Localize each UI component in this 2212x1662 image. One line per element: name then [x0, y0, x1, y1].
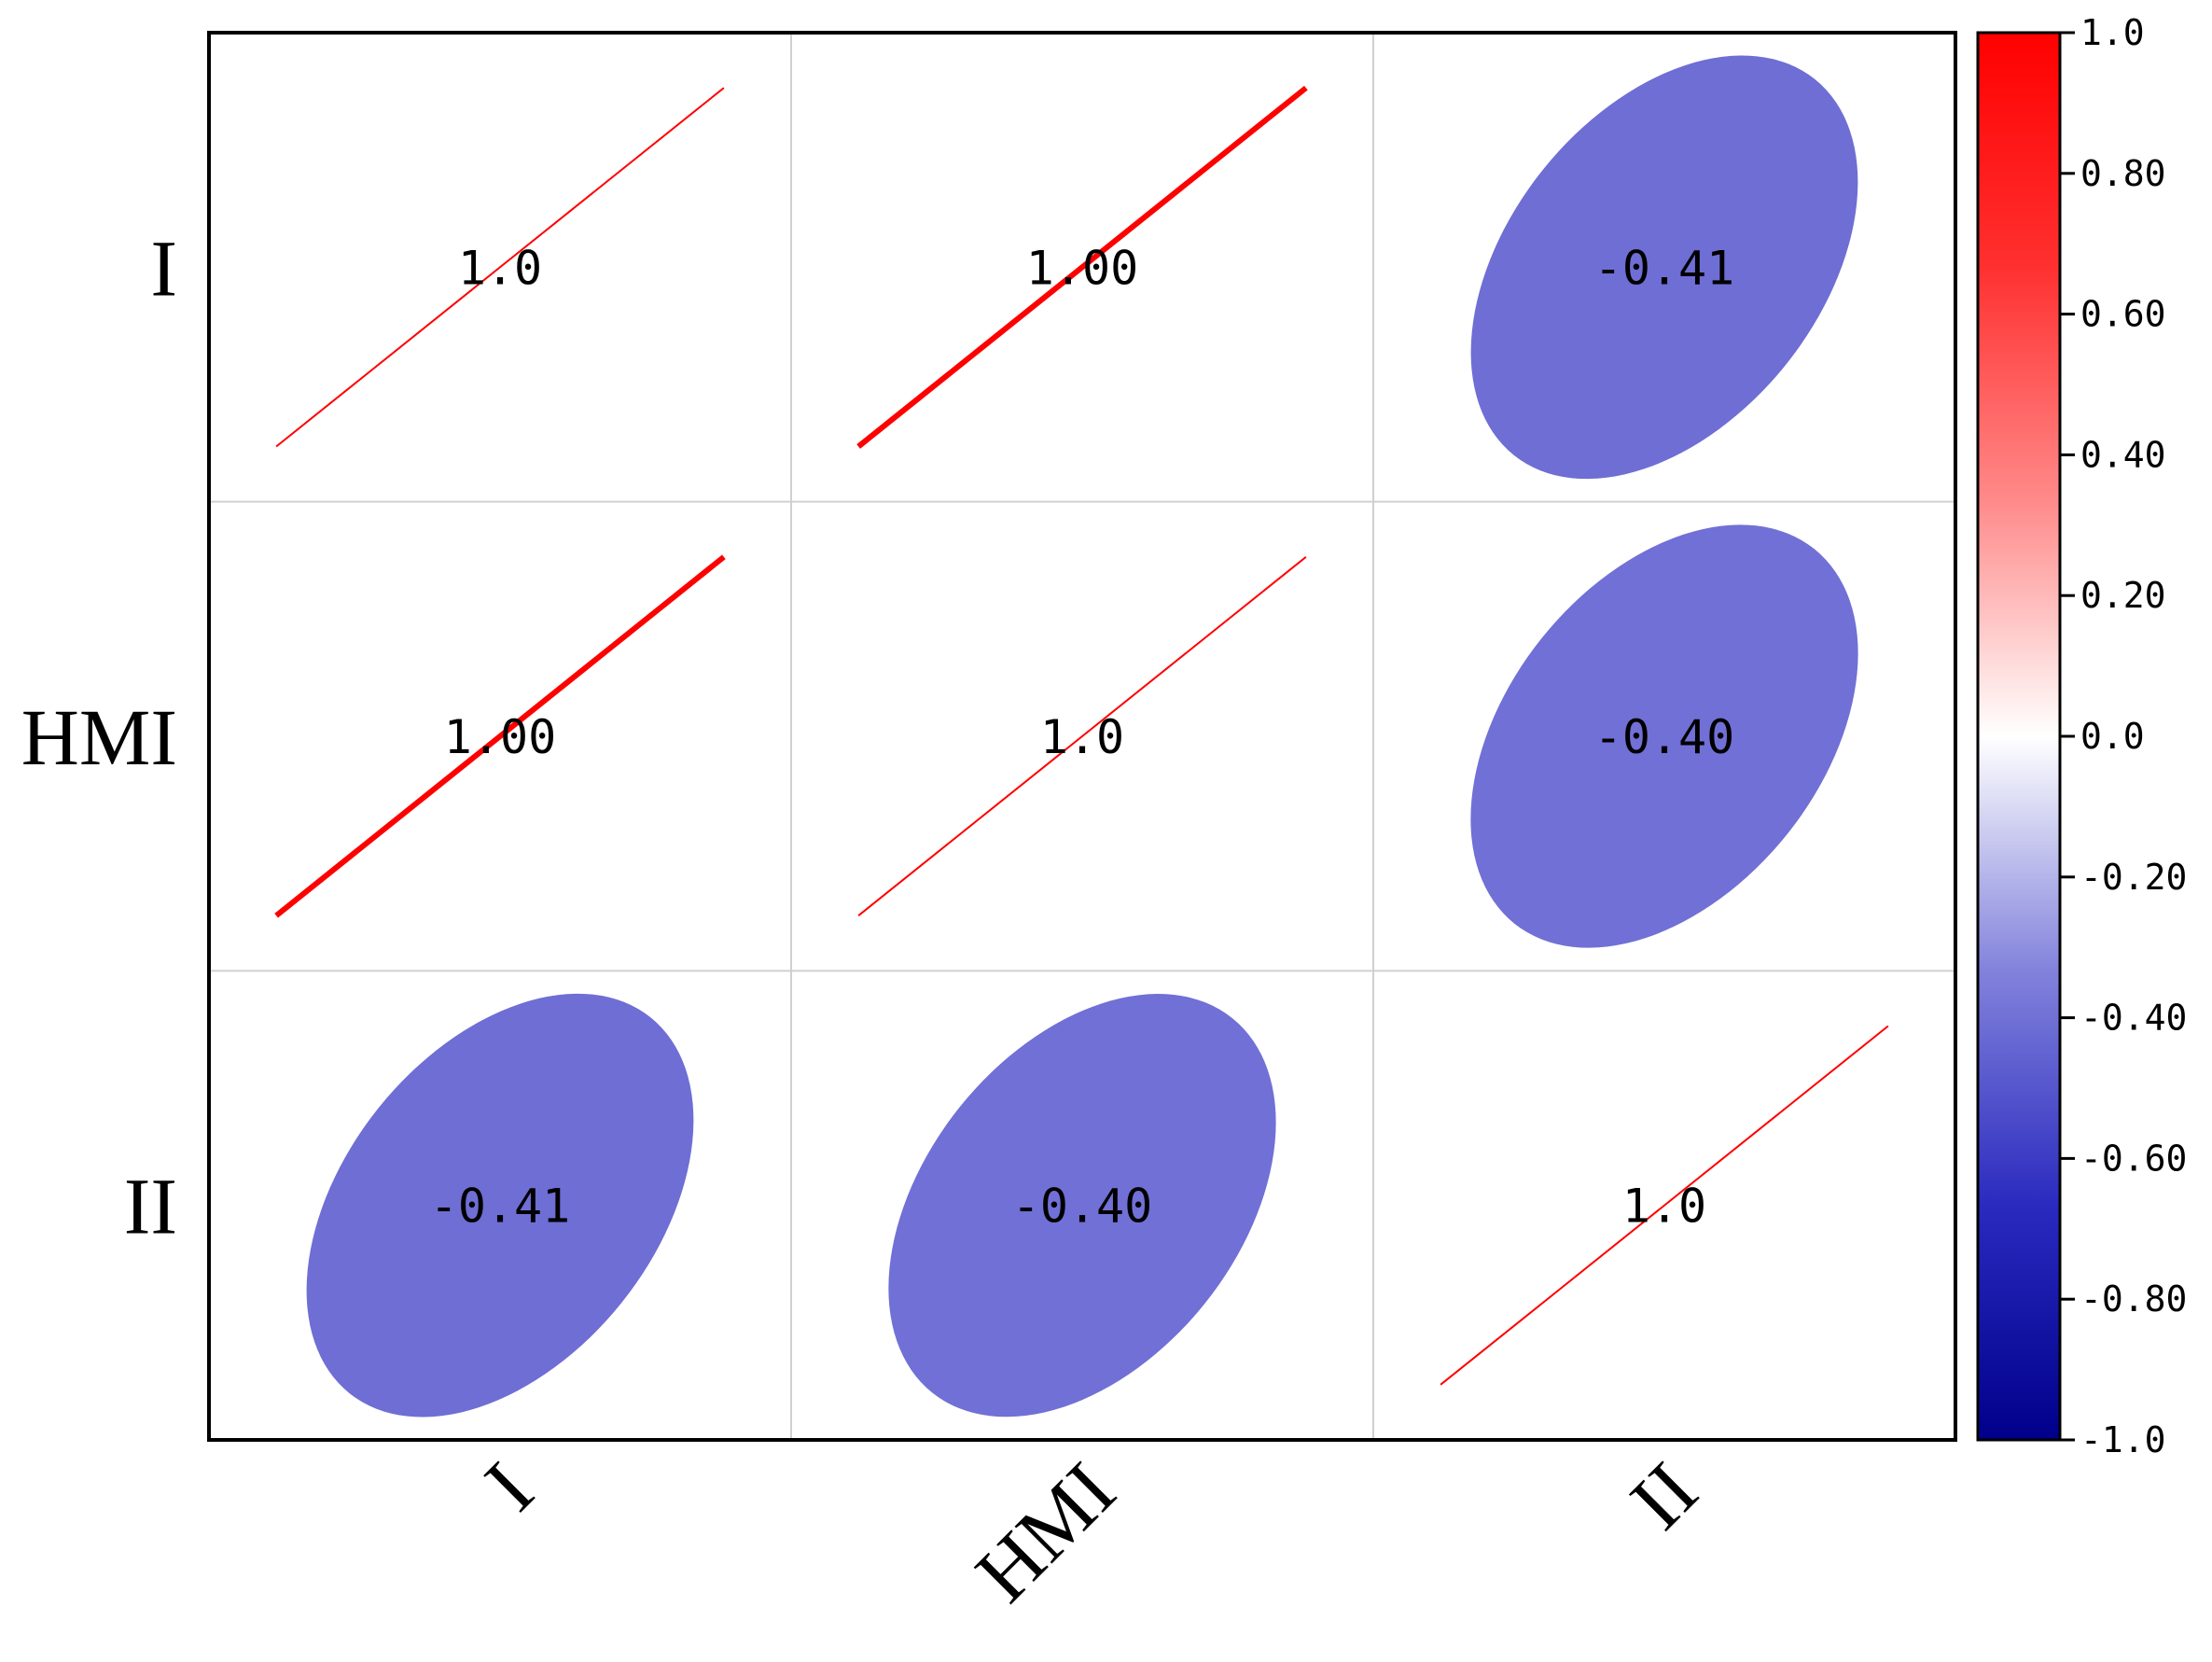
- column-labels: I HMI II: [467, 1446, 1714, 1619]
- correlation-ellipse: [1470, 55, 1858, 480]
- row-label-I: I: [150, 223, 177, 313]
- cell-I-HMI: 1.00: [856, 85, 1308, 449]
- colorbar-tick-label: -0.20: [2080, 857, 2187, 898]
- cell-I-I: 1.0: [275, 87, 725, 448]
- row-labels: I HMI II: [21, 223, 177, 1250]
- cell-value-label: 1.0: [1040, 710, 1124, 764]
- cell-value-label: 1.0: [1622, 1180, 1706, 1234]
- cell-value-label: -0.41: [1594, 241, 1735, 295]
- cell-II-HMI: -0.40: [888, 994, 1276, 1418]
- correlation-cells: 1.0 1.00 -0.41 1.00 1.0 -0.40 -0.41 -0.40 1.0: [274, 55, 1889, 1418]
- cell-value-label: 1.00: [444, 710, 556, 764]
- colorbar-tick-label: 0.80: [2080, 153, 2166, 194]
- column-label-I: I: [467, 1446, 550, 1528]
- colorbar-tick-label: -1.0: [2080, 1419, 2166, 1460]
- cell-value-label: 1.0: [458, 241, 542, 295]
- colorbar-tick-label: 0.40: [2080, 434, 2166, 475]
- cell-value-label: -0.40: [1012, 1180, 1153, 1234]
- cell-HMI-HMI: 1.0: [857, 556, 1307, 916]
- cell-value-label: -0.40: [1594, 710, 1735, 764]
- cell-II-II: 1.0: [1440, 1025, 1889, 1386]
- correlation-line: [1440, 1025, 1889, 1386]
- correlation-line: [275, 87, 725, 448]
- cell-value-label: 1.00: [1026, 241, 1138, 295]
- colorbar: 1.0 0.80 0.60 0.40 0.20 0.0 -0.20 -0.40 -0.60 -0.…: [1976, 12, 2187, 1460]
- column-label-HMI: HMI: [958, 1446, 1132, 1619]
- cell-HMI-I: 1.00: [274, 554, 726, 918]
- colorbar-tick-label: 0.20: [2080, 575, 2166, 616]
- correlation-ellipse: [888, 994, 1276, 1418]
- cell-HMI-II: -0.40: [1470, 524, 1858, 948]
- colorbar-tick-label: -0.80: [2080, 1278, 2187, 1320]
- colorbar-tick-label: -0.40: [2080, 998, 2187, 1039]
- row-label-HMI: HMI: [21, 692, 177, 782]
- colorbar-tick-label: 0.0: [2080, 716, 2145, 757]
- correlation-ellipse: [306, 993, 694, 1418]
- colorbar-tick-label: 0.60: [2080, 294, 2166, 335]
- correlation-line: [274, 554, 726, 918]
- column-label-II: II: [1613, 1446, 1714, 1546]
- cell-II-I: -0.41: [306, 993, 694, 1418]
- colorbar-tick-label: 1.0: [2080, 12, 2145, 53]
- colorbar-tick-label: -0.60: [2080, 1138, 2187, 1179]
- correlation-line: [857, 556, 1307, 916]
- grid-lines: [209, 33, 1955, 1440]
- correlation-line: [856, 85, 1308, 449]
- correlation-ellipse: [1470, 524, 1858, 948]
- row-label-II: II: [124, 1162, 177, 1251]
- cell-value-label: -0.41: [430, 1180, 571, 1234]
- cell-I-II: -0.41: [1470, 55, 1858, 480]
- colorbar-gradient: [1978, 33, 2060, 1440]
- plot-frame: [207, 31, 1957, 1442]
